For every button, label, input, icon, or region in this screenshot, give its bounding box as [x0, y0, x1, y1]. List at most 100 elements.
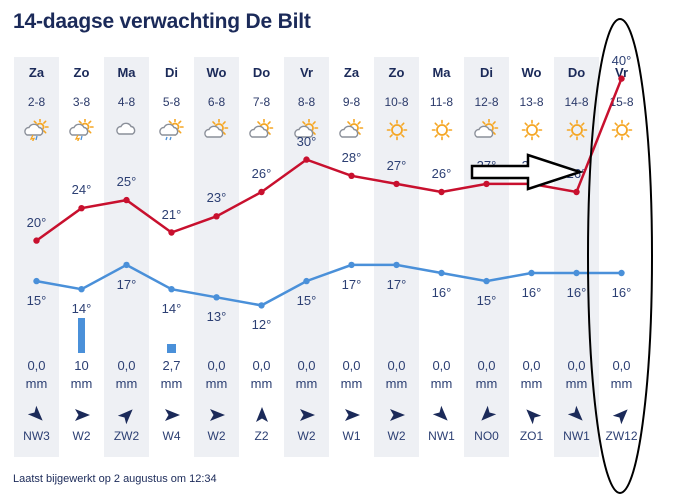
- rain-unit: mm: [25, 376, 48, 391]
- low-temp-label: 12°: [251, 317, 272, 333]
- wind-arrow-icon: [521, 404, 543, 426]
- rain-unit: mm: [250, 376, 273, 391]
- low-temp-label: 15°: [26, 293, 47, 309]
- day-name: Wo: [206, 65, 227, 80]
- wind-label: ZW2: [113, 429, 140, 443]
- cloud-icon: [114, 119, 140, 141]
- low-temp-label: 17°: [386, 276, 407, 292]
- sun-cloud-icon: [204, 118, 230, 141]
- rain-amount: 0,0: [522, 358, 541, 373]
- high-temp-label: 25°: [116, 174, 137, 190]
- low-temp-label: 14°: [161, 301, 182, 317]
- day-column: Di 12-8 27° 15° 0,0 mm NO0: [464, 57, 509, 457]
- day-date: 2-8: [27, 95, 46, 109]
- day-name: Di: [165, 65, 178, 80]
- rain-unit: mm: [385, 376, 408, 391]
- day-column: Di 5-8 21° 14° 2,7 mm W4: [149, 57, 194, 457]
- sun-cloud-icon: [474, 118, 500, 141]
- sun-cloud-icon: [249, 118, 275, 141]
- wind-label: NW1: [563, 429, 590, 443]
- wind-label: NW3: [23, 429, 50, 443]
- day-date: 7-8: [252, 95, 271, 109]
- wind-label: Z2: [254, 429, 269, 443]
- wind-arrow-icon: [566, 404, 588, 426]
- thunder-sun-cloud-icon: [69, 118, 95, 142]
- wind-arrow-icon: [341, 404, 363, 426]
- rain-unit: mm: [520, 376, 543, 391]
- day-name: Za: [343, 65, 360, 80]
- rain-amount: 0,0: [117, 358, 136, 373]
- high-temp-label: 23°: [206, 190, 227, 206]
- rain-amount: 0,0: [27, 358, 46, 373]
- high-temp-label: 27°: [521, 157, 542, 173]
- wind-label: W2: [207, 429, 226, 443]
- low-temp-label: 16°: [521, 285, 542, 300]
- rain-amount: 0,0: [207, 358, 226, 373]
- day-column: Zo 10-8 27° 17° 0,0 mm W2: [374, 57, 419, 457]
- day-date: 15-8: [609, 95, 634, 109]
- day-date: 14-8: [564, 95, 589, 109]
- day-date: 13-8: [519, 95, 544, 109]
- day-date: 4-8: [117, 95, 136, 109]
- high-temp-label: 26°: [431, 166, 452, 181]
- day-name: Di: [480, 65, 493, 80]
- day-date: 9-8: [342, 95, 361, 109]
- rain-unit: mm: [430, 376, 453, 391]
- rain-unit: mm: [610, 376, 633, 391]
- rain-unit: mm: [70, 376, 93, 391]
- wind-arrow-icon: [206, 404, 228, 426]
- high-temp-label: 30°: [296, 133, 317, 149]
- forecast-chart: Za 2-8 20° 15° 0,0 mm NW3 Zo 3-8 24° 14° 10 mm W2 Ma 4-…: [14, 53, 644, 457]
- day-date: 11-8: [429, 95, 454, 109]
- day-date: 10-8: [384, 95, 409, 109]
- rain-bar: [167, 343, 176, 353]
- sun-icon: [384, 119, 410, 141]
- day-name: Za: [28, 65, 45, 80]
- wind-arrow-icon: [161, 404, 183, 426]
- wind-label: W2: [72, 429, 91, 443]
- low-temp-label: 16°: [431, 285, 452, 300]
- day-column: Do 7-8 26° 12° 0,0 mm Z2: [239, 57, 284, 457]
- day-column: Vr 15-8 40° 16° 0,0 mm ZW12: [599, 53, 644, 457]
- rain-bar: [78, 318, 85, 353]
- day-name: Zo: [388, 65, 405, 80]
- wind-arrow-icon: [71, 404, 93, 426]
- wind-label: NW1: [428, 429, 455, 443]
- wind-label: NO0: [474, 429, 499, 443]
- day-column: Wo 6-8 23° 13° 0,0 mm W2: [194, 57, 239, 457]
- day-name: Ma: [117, 65, 136, 80]
- high-temp-label: 27°: [476, 157, 497, 173]
- thunder-sun-cloud-icon: [24, 118, 50, 142]
- day-column: Vr 8-8 30° 15° 0,0 mm W2: [284, 57, 329, 457]
- day-name: Zo: [73, 65, 90, 80]
- day-date: 12-8: [474, 95, 499, 109]
- high-temp-label: 24°: [71, 182, 92, 198]
- rain-unit: mm: [115, 376, 138, 391]
- wind-arrow-icon: [116, 404, 138, 426]
- rain-amount: 10: [74, 358, 89, 373]
- rain-amount: 0,0: [612, 358, 631, 373]
- high-temp-label: 40°: [611, 52, 632, 68]
- low-temp-label: 15°: [296, 293, 317, 309]
- rain-amount: 0,0: [477, 358, 496, 373]
- low-temp-label: 13°: [206, 309, 227, 325]
- rain-amount: 0,0: [252, 358, 271, 373]
- day-column: Za 2-8 20° 15° 0,0 mm NW3: [14, 57, 59, 457]
- rain-unit: mm: [565, 376, 588, 391]
- day-column: Ma 4-8 25° 17° 0,0 mm ZW2: [104, 57, 149, 457]
- high-temp-label: 20°: [26, 214, 47, 230]
- sun-cloud-rain-icon: [159, 118, 185, 141]
- day-name: Do: [567, 65, 586, 80]
- sun-cloud-icon: [339, 118, 365, 141]
- day-name: Ma: [432, 65, 451, 80]
- day-date: 3-8: [72, 95, 91, 109]
- wind-arrow-icon: [296, 404, 318, 426]
- wind-label: W1: [342, 429, 361, 443]
- high-temp-label: 26°: [566, 166, 587, 181]
- rain-amount: 0,0: [432, 358, 451, 373]
- wind-arrow-icon: [476, 404, 498, 426]
- wind-label: ZO1: [519, 429, 544, 443]
- high-temp-label: 27°: [386, 157, 407, 173]
- low-temp-label: 16°: [611, 285, 632, 300]
- low-temp-label: 14°: [71, 301, 92, 317]
